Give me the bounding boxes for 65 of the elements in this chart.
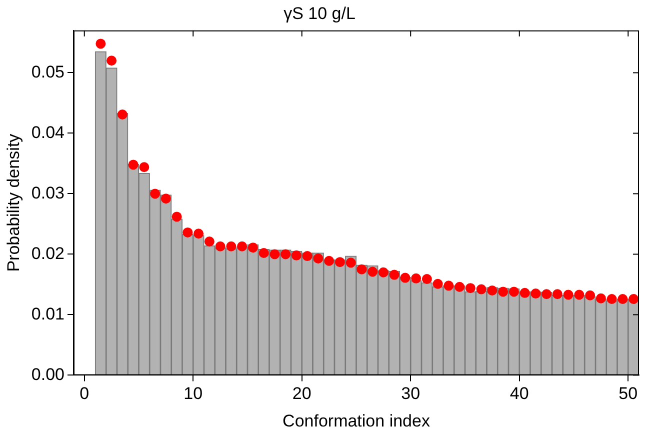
point [368, 266, 378, 277]
point [194, 228, 204, 239]
point [248, 242, 258, 253]
x-tick-label: 40 [510, 384, 529, 404]
point [106, 56, 117, 66]
point [628, 294, 639, 304]
point [280, 249, 291, 260]
x-tick-label: 10 [184, 384, 203, 404]
point [378, 267, 388, 278]
point [128, 160, 138, 170]
y-axis-title: Probability density [4, 133, 23, 272]
point [215, 241, 226, 252]
y-tick-label: 0.02 [31, 244, 64, 263]
point [411, 273, 422, 284]
point [563, 290, 574, 300]
point [400, 272, 410, 283]
y-tick-label: 0.03 [31, 183, 64, 202]
point [476, 284, 486, 294]
point [454, 282, 465, 292]
point [346, 258, 356, 268]
point [291, 250, 302, 260]
x-axis-title: Conformation index [282, 411, 430, 430]
point [96, 38, 106, 49]
point [422, 274, 432, 284]
point [334, 257, 345, 268]
y-tick-label: 0.04 [31, 122, 64, 142]
point [585, 290, 596, 300]
x-tick-label: 30 [401, 384, 420, 404]
y-tick-label: 0.00 [31, 364, 64, 384]
point [432, 278, 443, 289]
x-tick-label: 0 [80, 384, 90, 404]
point [606, 294, 617, 304]
point [520, 288, 530, 298]
point [618, 294, 628, 304]
point [465, 283, 476, 294]
point [139, 162, 150, 172]
point [574, 290, 584, 300]
x-tick-label: 20 [292, 384, 312, 404]
point [498, 286, 508, 297]
point [160, 194, 171, 204]
point [117, 109, 128, 120]
point [552, 289, 562, 300]
point [444, 280, 454, 291]
point [542, 289, 552, 300]
x-tick-label: 50 [618, 384, 638, 404]
y-tick-label: 0.05 [31, 62, 64, 82]
point [204, 236, 214, 247]
point [226, 241, 236, 252]
chart-title: γS 10 g/L [284, 4, 356, 23]
point [389, 270, 400, 280]
point [182, 227, 193, 238]
point [150, 188, 160, 199]
point [530, 288, 541, 299]
point [258, 248, 269, 258]
point [172, 212, 182, 222]
point [313, 253, 324, 264]
point [302, 251, 312, 262]
point [596, 293, 606, 304]
point [487, 286, 498, 296]
point [324, 256, 334, 266]
point [508, 286, 519, 297]
y-tick-label: 0.01 [31, 304, 64, 324]
point [237, 241, 248, 252]
point [356, 264, 367, 274]
point [270, 249, 280, 260]
